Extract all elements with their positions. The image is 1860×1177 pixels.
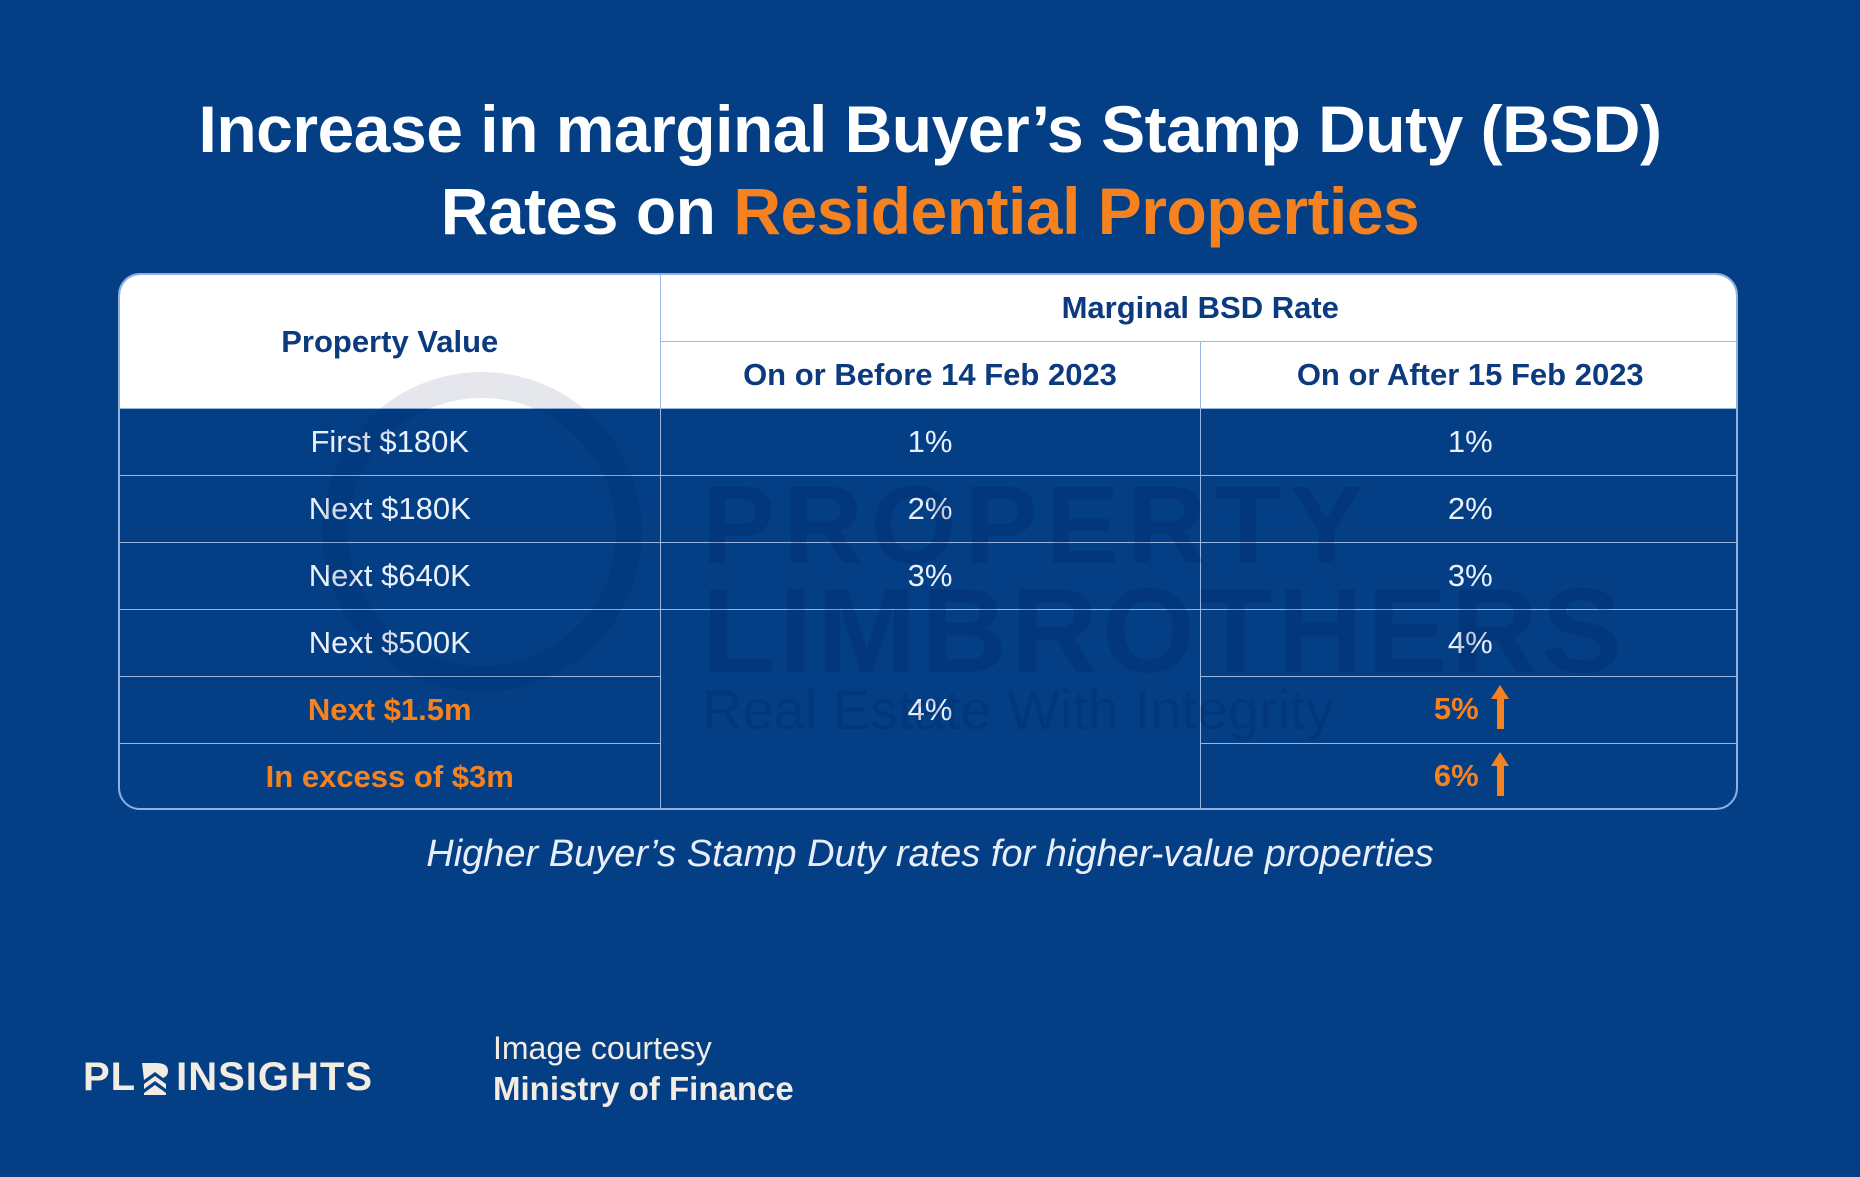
header-property-value: Property Value bbox=[120, 275, 661, 409]
header-after-date: On or After 15 Feb 2023 bbox=[1199, 341, 1736, 409]
cell-rate-after: 2% bbox=[1199, 475, 1736, 543]
logo-text-right: INSIGHTS bbox=[176, 1055, 374, 1099]
arrow-up-icon bbox=[1490, 684, 1509, 729]
cell-rate-after: 1% bbox=[1199, 408, 1736, 476]
cell-rate-after-highlight: 6% bbox=[1199, 743, 1736, 808]
credit-source: Ministry of Finance bbox=[493, 1070, 794, 1107]
page-title: Increase in marginal Buyer’s Stamp Duty … bbox=[0, 88, 1860, 252]
cell-rate-after-highlight: 5% bbox=[1199, 676, 1736, 744]
credit-label: Image courtesy bbox=[493, 1030, 712, 1066]
cell-property-value: Next $500K bbox=[120, 609, 661, 677]
table-row: First $180K 1% 1% bbox=[120, 408, 1736, 476]
bsd-rate-table: Property Value Marginal BSD Rate On or B… bbox=[118, 273, 1738, 810]
cell-property-value: Next $640K bbox=[120, 542, 661, 610]
cell-rate-before-merged: 4% bbox=[659, 609, 1201, 808]
cell-rate-after: 3% bbox=[1199, 542, 1736, 610]
title-line-1: Increase in marginal Buyer’s Stamp Duty … bbox=[198, 92, 1662, 166]
rate-value: 6% bbox=[1433, 758, 1479, 794]
table-row: Next $180K 2% 2% bbox=[120, 475, 1736, 543]
cell-property-value: Next $180K bbox=[120, 475, 661, 543]
title-line-2: Rates on Residential Properties bbox=[0, 170, 1860, 252]
logo-text-left: PL bbox=[83, 1055, 137, 1099]
title-line-2-accent: Residential Properties bbox=[733, 174, 1420, 248]
table-row: In excess of $3m 6% bbox=[120, 743, 1736, 808]
arrow-up-icon bbox=[1490, 751, 1509, 796]
table-row: Next $640K 3% 3% bbox=[120, 542, 1736, 610]
cell-property-value-highlight: Next $1.5m bbox=[120, 676, 661, 744]
cell-rate-before: 1% bbox=[659, 408, 1201, 476]
cell-rate-before: 3% bbox=[659, 542, 1201, 610]
header-marginal-bsd-rate: Marginal BSD Rate bbox=[659, 275, 1736, 342]
table-row: Next $500K 4% 4% bbox=[120, 609, 1736, 808]
plb-insights-logo: PL INSIGHTS bbox=[83, 1055, 373, 1100]
cell-rate-after: 4% bbox=[1199, 609, 1736, 677]
caption: Higher Buyer’s Stamp Duty rates for high… bbox=[426, 833, 1434, 875]
table-row: Next $1.5m 5% bbox=[120, 676, 1736, 744]
cell-rate-before: 2% bbox=[659, 475, 1201, 543]
logo-chevron-icon bbox=[142, 1062, 169, 1095]
cell-property-value: First $180K bbox=[120, 408, 661, 476]
cell-property-value-highlight: In excess of $3m bbox=[120, 743, 661, 808]
title-line-2-prefix: Rates on bbox=[440, 174, 734, 248]
rate-value: 5% bbox=[1433, 691, 1479, 727]
header-before-date: On or Before 14 Feb 2023 bbox=[660, 341, 1201, 409]
